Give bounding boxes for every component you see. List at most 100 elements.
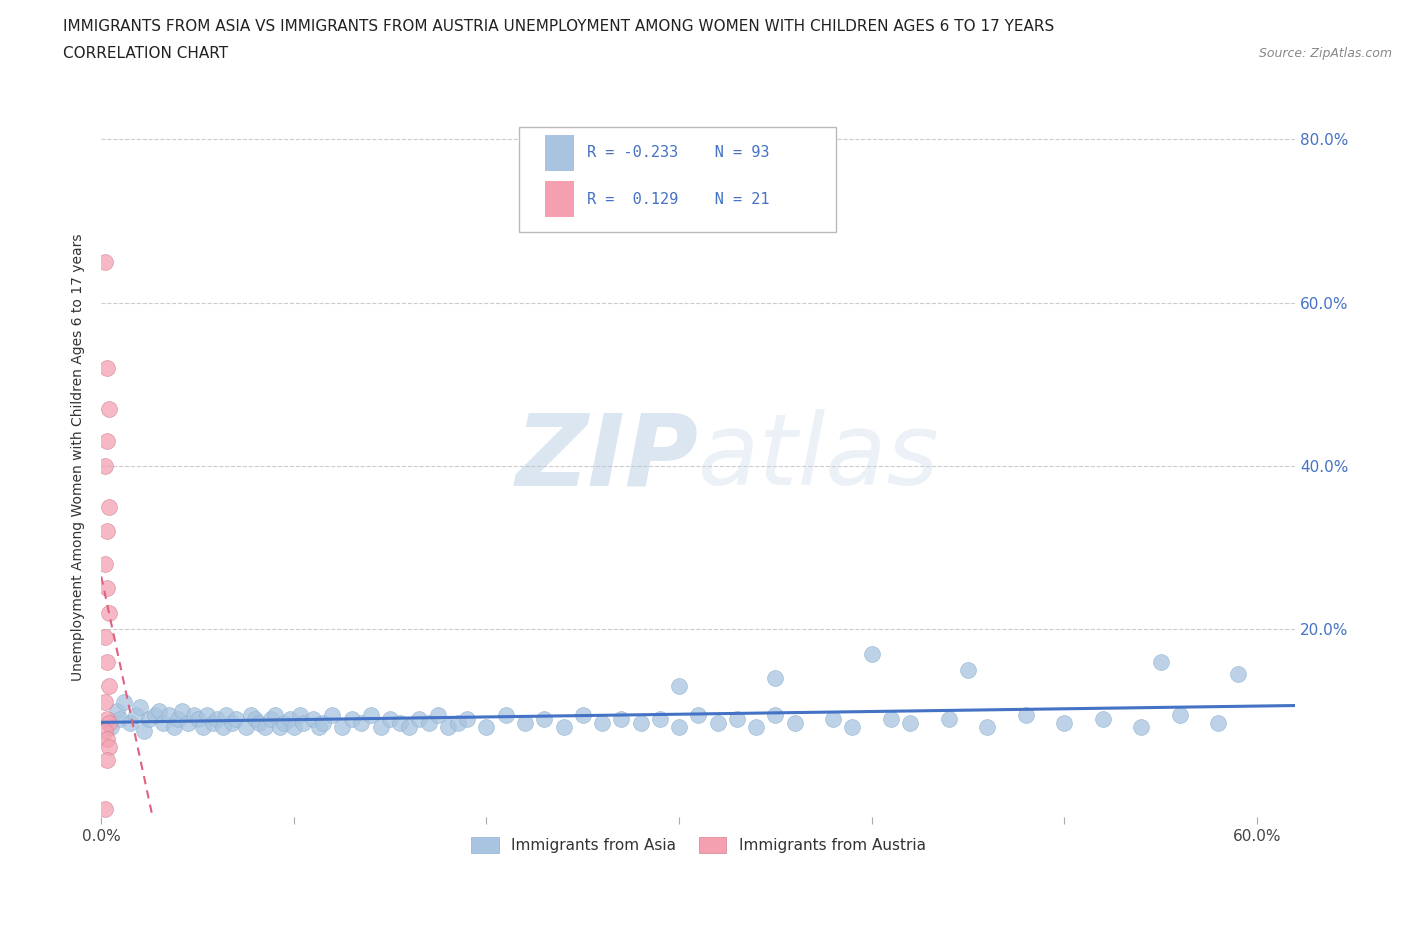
Point	[97, 740, 120, 755]
Point	[823, 711, 845, 726]
Point	[725, 711, 748, 726]
Point	[370, 720, 392, 735]
Point	[513, 715, 536, 730]
Point	[898, 715, 921, 730]
Point	[215, 708, 238, 723]
Point	[96, 752, 118, 767]
Point	[398, 720, 420, 735]
Point	[350, 715, 373, 730]
Point	[340, 711, 363, 726]
Point	[278, 711, 301, 726]
Point	[308, 720, 330, 735]
Point	[112, 695, 135, 710]
FancyBboxPatch shape	[546, 135, 574, 170]
Point	[96, 581, 118, 596]
Point	[157, 708, 180, 723]
Point	[860, 646, 883, 661]
Point	[427, 708, 450, 723]
Point	[148, 703, 170, 718]
Point	[312, 715, 335, 730]
Point	[263, 708, 285, 723]
Point	[94, 801, 117, 816]
Point	[96, 732, 118, 747]
Point	[630, 715, 652, 730]
Point	[388, 715, 411, 730]
Point	[956, 662, 979, 677]
Point	[110, 711, 132, 726]
Point	[330, 720, 353, 735]
Point	[94, 458, 117, 473]
Point	[97, 499, 120, 514]
Point	[125, 708, 148, 723]
Point	[235, 720, 257, 735]
Point	[94, 630, 117, 644]
Point	[245, 711, 267, 726]
Point	[163, 720, 186, 735]
Point	[120, 715, 142, 730]
Point	[1130, 720, 1153, 735]
Point	[288, 708, 311, 723]
Point	[378, 711, 401, 726]
Point	[100, 720, 122, 735]
Point	[763, 671, 786, 685]
Point	[195, 708, 218, 723]
Point	[321, 708, 343, 723]
Point	[456, 711, 478, 726]
Point	[292, 715, 315, 730]
Point	[1168, 708, 1191, 723]
Point	[571, 708, 593, 723]
Point	[437, 720, 460, 735]
Point	[94, 724, 117, 738]
Point	[269, 720, 291, 735]
Point	[221, 715, 243, 730]
Point	[94, 556, 117, 571]
Point	[201, 715, 224, 730]
Legend: Immigrants from Asia, Immigrants from Austria: Immigrants from Asia, Immigrants from Au…	[465, 831, 932, 859]
Point	[688, 708, 710, 723]
Point	[260, 711, 283, 726]
Point	[128, 699, 150, 714]
Point	[446, 715, 468, 730]
Point	[172, 703, 194, 718]
Point	[186, 711, 208, 726]
Point	[880, 711, 903, 726]
Point	[96, 361, 118, 376]
Point	[610, 711, 633, 726]
Text: R =  0.129    N = 21: R = 0.129 N = 21	[588, 192, 769, 206]
Point	[533, 711, 555, 726]
Text: Source: ZipAtlas.com: Source: ZipAtlas.com	[1258, 46, 1392, 60]
Text: IMMIGRANTS FROM ASIA VS IMMIGRANTS FROM AUSTRIA UNEMPLOYMENT AMONG WOMEN WITH CH: IMMIGRANTS FROM ASIA VS IMMIGRANTS FROM …	[63, 19, 1054, 33]
Point	[167, 711, 190, 726]
Point	[96, 711, 118, 726]
Text: ZIP: ZIP	[516, 409, 699, 506]
Text: CORRELATION CHART: CORRELATION CHART	[63, 46, 228, 61]
Point	[1208, 715, 1230, 730]
Point	[247, 715, 270, 730]
Point	[97, 402, 120, 417]
Point	[976, 720, 998, 735]
Point	[591, 715, 613, 730]
Point	[783, 715, 806, 730]
Point	[132, 724, 155, 738]
Point	[1053, 715, 1076, 730]
Point	[96, 524, 118, 538]
Point	[938, 711, 960, 726]
Point	[94, 695, 117, 710]
Point	[418, 715, 440, 730]
Point	[94, 255, 117, 270]
Point	[253, 720, 276, 735]
Point	[97, 715, 120, 730]
Text: atlas: atlas	[699, 409, 941, 506]
Point	[763, 708, 786, 723]
Point	[193, 720, 215, 735]
Point	[553, 720, 575, 735]
Point	[1091, 711, 1114, 726]
Point	[408, 711, 430, 726]
Point	[105, 703, 128, 718]
Point	[283, 720, 305, 735]
Text: R = -0.233    N = 93: R = -0.233 N = 93	[588, 145, 769, 160]
Point	[273, 715, 295, 730]
Point	[1015, 708, 1038, 723]
Point	[360, 708, 382, 723]
FancyBboxPatch shape	[519, 127, 835, 232]
